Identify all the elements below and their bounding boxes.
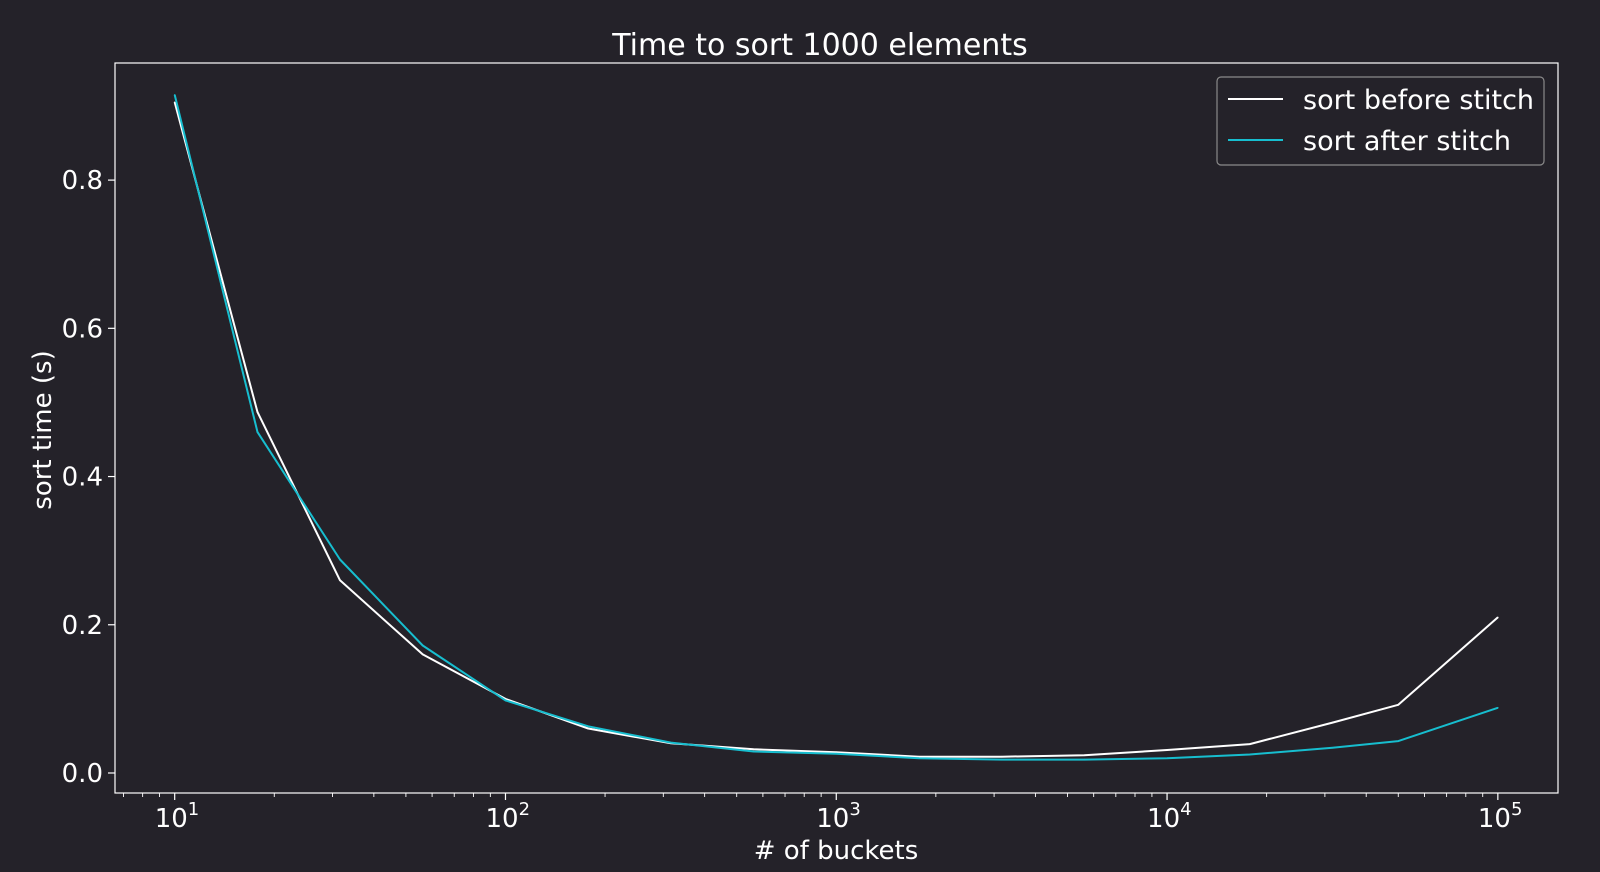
- data-point: [339, 579, 341, 582]
- x-tick-label: 104: [1147, 799, 1192, 834]
- data-point: [421, 644, 424, 647]
- x-axis: 101 102 103 104 105: [123, 793, 1522, 834]
- data-point: [1497, 616, 1499, 619]
- data-point: [256, 411, 259, 413]
- data-point: [752, 748, 755, 751]
- series-line-1: [173, 94, 1499, 761]
- y-tick-label: 0.4: [62, 463, 103, 493]
- data-point: [1000, 755, 1003, 758]
- data-point: [173, 94, 176, 96]
- data-point: [256, 431, 259, 433]
- data-point: [835, 751, 838, 753]
- legend: sort before stitch sort after stitch: [1216, 76, 1545, 166]
- data-point: [587, 725, 589, 728]
- data-point: [1331, 721, 1334, 724]
- data-point: [1249, 753, 1251, 756]
- x-axis-label: # of buckets: [754, 836, 919, 866]
- y-tick-label: 0.2: [62, 611, 103, 641]
- y-axis: 0.0 0.2 0.4 0.6 0.8: [62, 166, 115, 789]
- data-point: [670, 741, 672, 744]
- series-lines: [173, 94, 1499, 761]
- legend-label-before: sort before stitch: [1303, 85, 1534, 116]
- x-tick-label: 102: [485, 799, 530, 834]
- legend-box: [1216, 76, 1545, 166]
- data-point: [1083, 754, 1086, 756]
- y-tick-label: 0.0: [62, 759, 103, 789]
- data-point: [835, 752, 838, 755]
- data-point: [1166, 749, 1168, 751]
- y-tick-label: 0.8: [62, 166, 103, 196]
- data-point: [421, 653, 424, 656]
- data-point: [587, 727, 589, 730]
- data-point: [1497, 707, 1499, 709]
- chart-title: Time to sort 1000 elements: [611, 28, 1027, 63]
- data-point: [504, 699, 507, 702]
- y-axis-label: sort time (s): [28, 350, 58, 509]
- data-point: [752, 750, 755, 753]
- plot-area-frame: [114, 62, 1559, 794]
- legend-label-after: sort after stitch: [1303, 126, 1511, 157]
- y-tick-label: 0.6: [62, 314, 103, 344]
- data-point: [1331, 747, 1334, 749]
- data-point: [1083, 758, 1086, 761]
- x-tick-label: 105: [1478, 799, 1523, 834]
- x-tick-label: 101: [155, 799, 200, 834]
- data-point: [1397, 704, 1400, 706]
- x-tick-label: 103: [816, 799, 861, 834]
- data-point: [1249, 743, 1251, 745]
- data-point: [339, 558, 341, 561]
- data-point: [1166, 757, 1168, 759]
- data-point: [1000, 758, 1003, 761]
- data-point: [1397, 740, 1400, 742]
- data-point: [173, 101, 176, 104]
- data-point: [918, 755, 920, 758]
- data-point: [918, 757, 920, 759]
- series-line-0: [173, 102, 1499, 758]
